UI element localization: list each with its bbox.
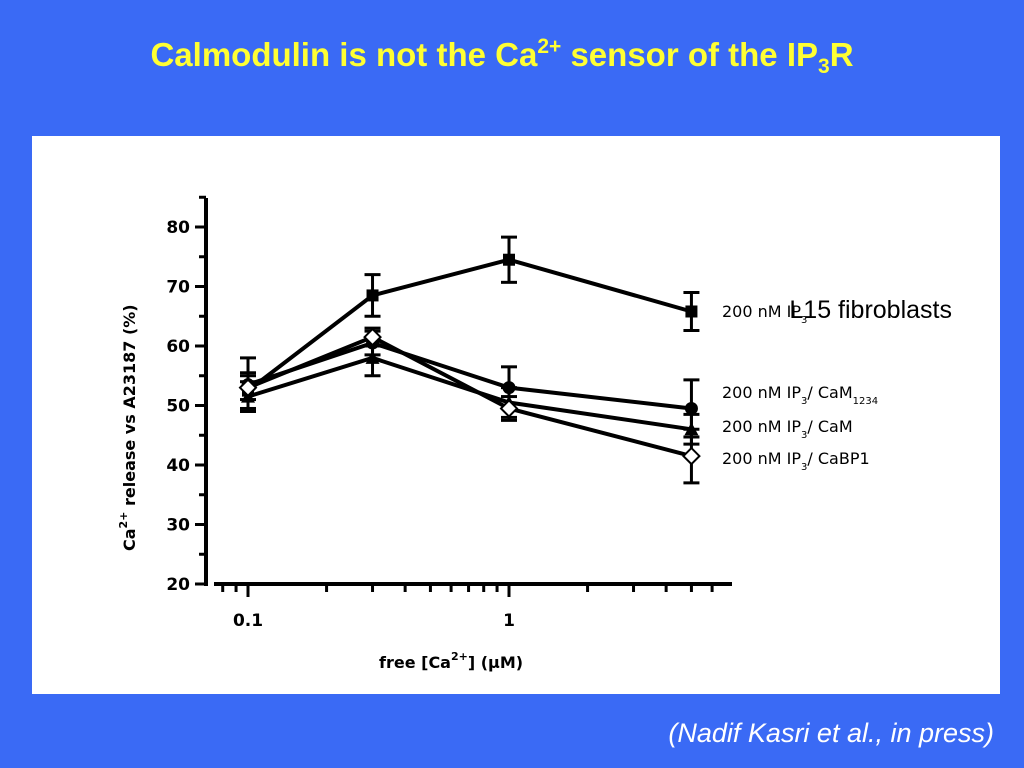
title-middle: sensor of the IP [561,36,818,73]
figure-panel: L15 fibroblasts 20 30 40 50 60 70 80 0.1 1 free [… [32,136,1000,694]
y-tick-label: 20 [166,575,190,595]
figure-caption: L15 fibroblasts [789,296,952,324]
x-axis-title: free [Ca2+] (µM) [379,650,523,672]
data-point-diamond [363,327,382,347]
legend-label: 200 nM IP3/ CaM [722,417,853,441]
title-superscript: 2+ [537,35,562,58]
data-point-square [366,289,379,302]
title-subscript: 3 [818,55,830,78]
data-point-diamond [682,446,701,466]
series-diamond-open [238,326,701,485]
data-point-triangle [365,350,380,364]
y-tick-label: 40 [166,456,190,476]
series-line [247,334,692,459]
data-point-diamond [238,378,258,398]
y-tick-label: 50 [166,397,190,417]
slide-title: Calmodulin is not the Ca2+ sensor of the… [0,35,1004,77]
x-tick-label: 1 [503,611,515,631]
citation: (Nadif Kasri et al., in press) [668,718,994,748]
series-triangle [240,338,700,446]
y-tick-label: 30 [166,516,190,536]
data-point-circle [684,401,698,415]
y-axis-title: Ca2+ release vs A23187 (%) [117,304,139,551]
title-suffix: R [829,36,854,73]
legend-label: 200 nM IP3 [722,302,807,326]
y-tick-label: 70 [166,278,190,298]
title-prefix: Calmodulin is not the Ca [150,36,538,73]
series-square [240,235,700,410]
y-tick-label: 60 [166,337,190,357]
legend-label: 200 nM IP3/ CaBP1 [722,449,870,473]
data-point-square [503,253,515,266]
series-line [247,355,692,432]
data-point-diamond [499,399,519,418]
legend-label: 200 nM IP3/ CaM1234 [722,383,878,407]
x-tick-label: 0.1 [233,611,263,631]
y-tick-label: 80 [166,218,190,238]
data-point-square [685,305,698,318]
series-line [246,257,692,393]
line-chart: 20 30 40 50 60 70 80 0.1 1 free [Ca2+] (µM) Ca2+ r… [117,195,878,672]
